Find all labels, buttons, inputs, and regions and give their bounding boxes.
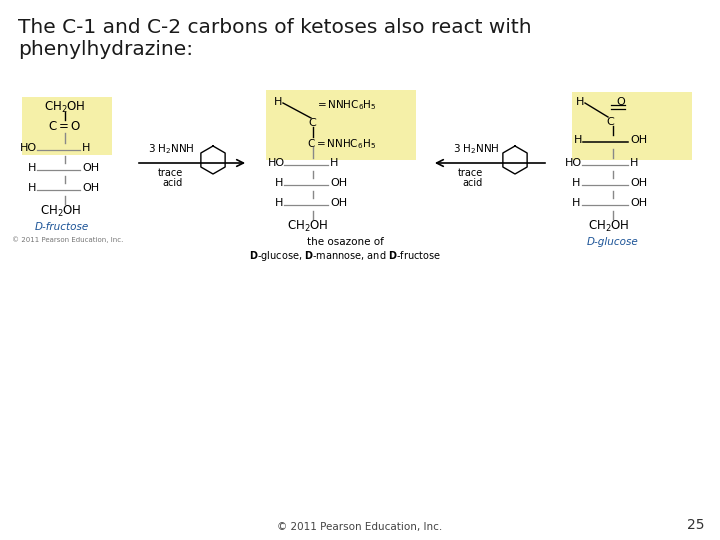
Text: OH: OH [630, 198, 647, 208]
Text: OH: OH [330, 178, 347, 188]
FancyBboxPatch shape [22, 97, 112, 155]
Text: C$=$O: C$=$O [48, 120, 81, 133]
Text: C: C [308, 118, 316, 128]
Text: C: C [606, 117, 613, 127]
Text: acid: acid [462, 178, 482, 188]
Text: phenylhydrazine:: phenylhydrazine: [18, 40, 193, 59]
Text: acid: acid [162, 178, 182, 188]
Text: CH$_2$OH: CH$_2$OH [40, 204, 81, 219]
Text: H: H [275, 198, 284, 208]
Text: CH$_2$OH: CH$_2$OH [588, 219, 629, 234]
Text: D-fructose: D-fructose [35, 222, 89, 232]
FancyBboxPatch shape [572, 92, 692, 160]
Text: $\mathbf{D}$-glucose, $\mathbf{D}$-mannose, and $\mathbf{D}$-fructose: $\mathbf{D}$-glucose, $\mathbf{D}$-manno… [249, 249, 441, 263]
Text: D-glucose: D-glucose [587, 237, 639, 247]
Text: OH: OH [82, 163, 99, 173]
Text: © 2011 Pearson Education, Inc.: © 2011 Pearson Education, Inc. [12, 236, 123, 242]
Text: 25: 25 [688, 518, 705, 532]
Text: OH: OH [630, 135, 647, 145]
Text: the osazone of: the osazone of [307, 237, 384, 247]
Text: H: H [275, 178, 284, 188]
Text: OH: OH [82, 183, 99, 193]
Text: 3 H$_2$NNH: 3 H$_2$NNH [453, 142, 500, 156]
Text: H: H [576, 97, 585, 107]
Text: © 2011 Pearson Education, Inc.: © 2011 Pearson Education, Inc. [277, 522, 443, 532]
Text: H: H [572, 178, 580, 188]
Text: $\mathregular{=NNHC_6H_5}$: $\mathregular{=NNHC_6H_5}$ [315, 98, 377, 112]
Text: H: H [572, 198, 580, 208]
Text: OH: OH [630, 178, 647, 188]
Text: H: H [574, 135, 582, 145]
Text: CH$_2$OH: CH$_2$OH [44, 100, 86, 115]
Text: HO: HO [565, 158, 582, 168]
Text: H: H [274, 97, 282, 107]
FancyBboxPatch shape [266, 90, 416, 160]
Text: C$\mathregular{=NNHC_6H_5}$: C$\mathregular{=NNHC_6H_5}$ [307, 137, 376, 151]
Text: H: H [28, 163, 37, 173]
Text: HO: HO [268, 158, 285, 168]
Text: OH: OH [330, 198, 347, 208]
Text: trace: trace [458, 168, 483, 178]
Text: H: H [28, 183, 37, 193]
Text: trace: trace [158, 168, 184, 178]
Text: H: H [630, 158, 639, 168]
Text: CH$_2$OH: CH$_2$OH [287, 219, 328, 234]
Text: 3 H$_2$NNH: 3 H$_2$NNH [148, 142, 194, 156]
Text: HO: HO [20, 143, 37, 153]
Text: The C-1 and C-2 carbons of ketoses also react with: The C-1 and C-2 carbons of ketoses also … [18, 18, 531, 37]
Text: O: O [616, 97, 625, 107]
Text: H: H [330, 158, 338, 168]
Text: H: H [82, 143, 91, 153]
